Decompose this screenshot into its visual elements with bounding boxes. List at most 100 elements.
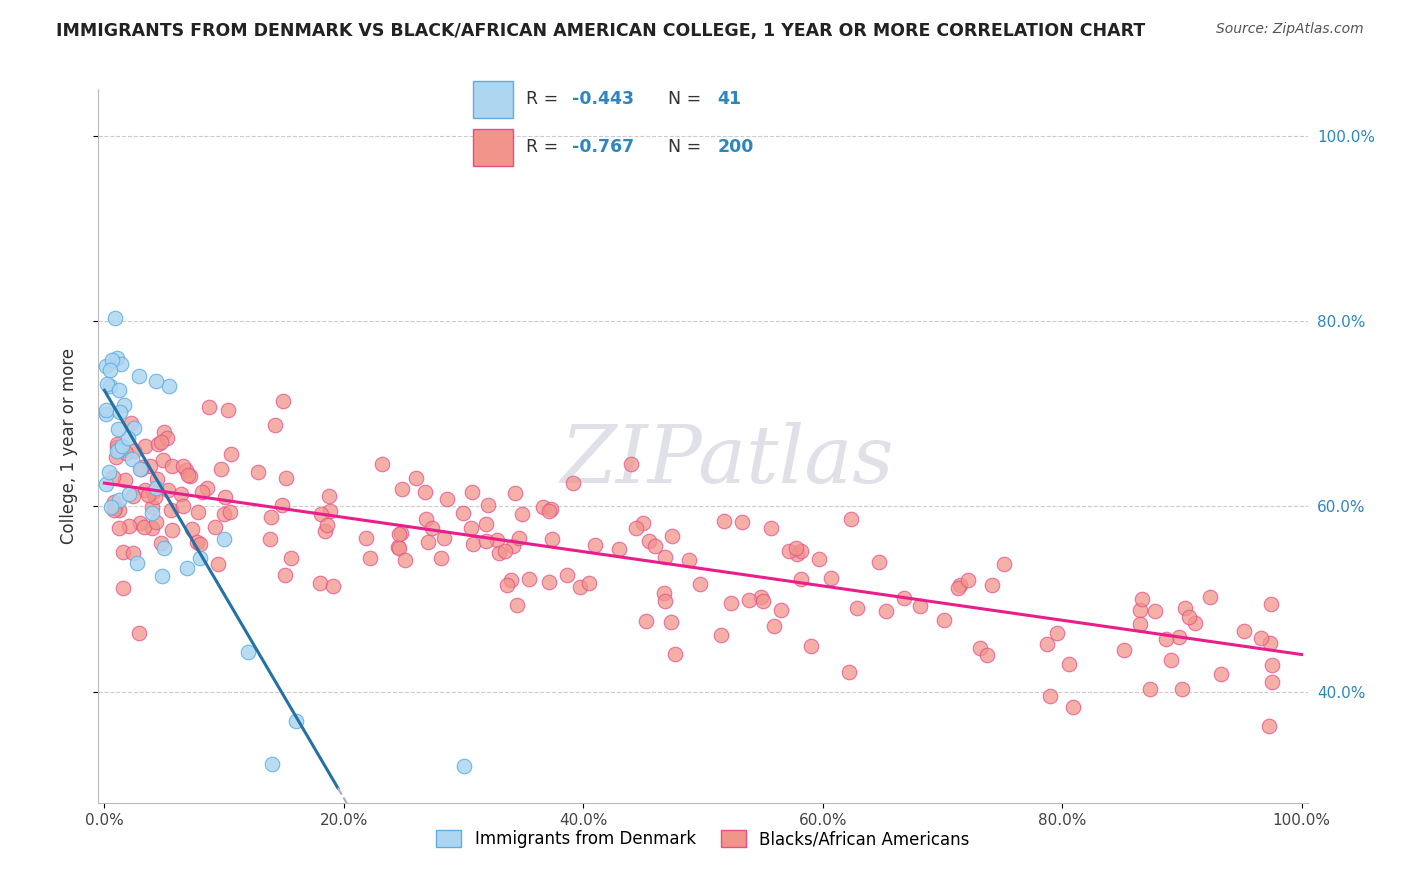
Point [1039, 690, 1062, 704]
Point [176, 561, 198, 575]
Point [98, 363, 121, 377]
Point [108, 503, 131, 517]
Point [271, 498, 294, 512]
Point [1184, 615, 1206, 630]
Point [415, 512, 437, 526]
Point [124, 444, 146, 458]
Point [1062, 700, 1084, 714]
Text: ZIPatlas: ZIPatlas [561, 422, 894, 499]
Point [187, 505, 209, 519]
Point [786, 547, 808, 561]
Point [759, 521, 782, 535]
Point [1177, 610, 1199, 624]
Point [661, 529, 683, 543]
Point [152, 452, 174, 467]
Point [710, 628, 733, 642]
Point [477, 498, 499, 512]
Point [531, 500, 554, 515]
Point [1233, 624, 1256, 638]
Point [105, 440, 128, 454]
Point [969, 640, 991, 655]
Point [689, 577, 711, 591]
Point [134, 483, 156, 498]
Text: -0.767: -0.767 [572, 138, 634, 156]
Point [1174, 601, 1197, 615]
Point [141, 506, 163, 520]
Point [488, 546, 510, 560]
Point [149, 435, 172, 450]
Point [191, 485, 214, 500]
Point [731, 515, 754, 529]
Point [494, 544, 516, 558]
Point [800, 639, 823, 653]
Point [217, 402, 239, 417]
Point [503, 486, 526, 500]
Point [893, 591, 915, 606]
Point [100, 353, 122, 368]
Point [157, 483, 180, 497]
Point [1258, 636, 1281, 650]
Point [1261, 658, 1284, 673]
Point [652, 586, 675, 600]
Point [195, 481, 218, 495]
Point [110, 357, 132, 371]
Point [142, 485, 165, 500]
Point [359, 551, 381, 566]
Point [214, 490, 236, 504]
Point [1198, 591, 1220, 605]
Point [124, 421, 146, 435]
Point [104, 450, 127, 465]
Point [738, 592, 761, 607]
Point [1046, 626, 1069, 640]
Point [160, 458, 183, 473]
Point [664, 647, 686, 661]
Point [1154, 632, 1177, 646]
Text: 41: 41 [717, 90, 742, 108]
Point [118, 486, 141, 500]
Point [429, 551, 451, 566]
Point [139, 459, 162, 474]
Point [578, 575, 600, 590]
Point [561, 476, 583, 491]
Point [416, 535, 439, 549]
Point [644, 539, 666, 553]
Point [541, 533, 564, 547]
Point [475, 517, 498, 532]
Point [273, 393, 295, 408]
Point [108, 493, 131, 508]
Point [177, 468, 200, 483]
Point [159, 503, 181, 517]
Point [212, 507, 235, 521]
Point [537, 574, 560, 589]
Point [540, 501, 562, 516]
Point [145, 481, 167, 495]
Point [174, 463, 197, 477]
Point [204, 520, 226, 534]
Point [150, 568, 173, 582]
Point [993, 557, 1015, 571]
Point [170, 487, 193, 501]
Point [354, 532, 377, 546]
Point [1139, 681, 1161, 696]
Point [104, 500, 127, 515]
Point [763, 619, 786, 633]
Point [508, 531, 530, 545]
Point [405, 471, 427, 485]
Point [108, 521, 131, 535]
Point [391, 482, 413, 496]
Point [638, 534, 661, 549]
Point [1130, 592, 1153, 607]
Point [537, 504, 560, 518]
Point [1143, 604, 1166, 618]
Point [94, 402, 117, 417]
Point [1129, 603, 1152, 617]
Point [136, 488, 159, 502]
Point [94, 407, 117, 421]
Bar [474, 128, 513, 166]
Point [499, 573, 522, 587]
Point [460, 521, 482, 535]
Point [274, 470, 297, 484]
Point [839, 512, 862, 526]
Point [1129, 617, 1152, 632]
Point [388, 541, 411, 556]
